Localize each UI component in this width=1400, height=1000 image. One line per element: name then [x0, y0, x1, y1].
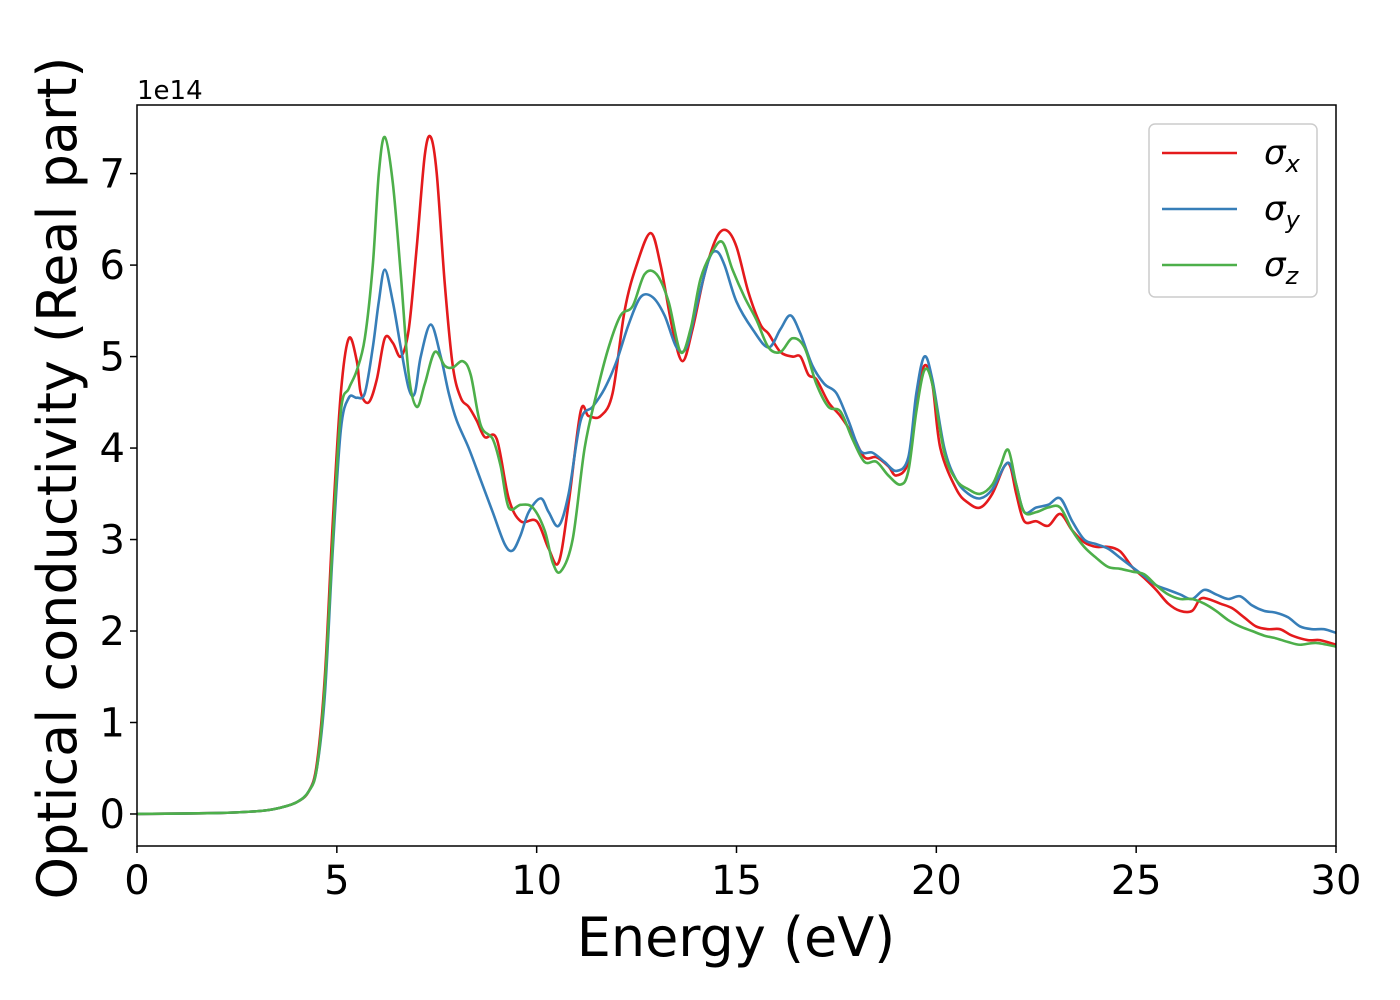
- legend-subscript: z: [1285, 262, 1300, 290]
- y-axis-label: Optical conductivity (Real part): [26, 57, 89, 900]
- x-tick-label: 20: [911, 858, 962, 904]
- y-tick-label: 1: [100, 701, 125, 747]
- legend-frame: [1148, 123, 1318, 298]
- x-tick-label: 15: [711, 858, 762, 904]
- y-tick-label: 0: [100, 792, 125, 838]
- series-layer: [137, 134, 1336, 816]
- y-tick-label: 2: [100, 609, 125, 655]
- x-tick-label: 25: [1111, 858, 1162, 904]
- series-line-z: [137, 135, 1336, 816]
- series-line-y: [137, 249, 1336, 816]
- series-line-x: [137, 134, 1336, 816]
- y-axis: 0 1 2 3 4 5 6 7: [100, 152, 137, 838]
- y-tick-label: 4: [100, 426, 125, 472]
- y-axis-offset-label: 1e14: [137, 76, 203, 106]
- x-tick-label: 5: [324, 858, 349, 904]
- x-axis-label: Energy (eV): [577, 906, 896, 969]
- x-tick-label: 10: [511, 858, 562, 904]
- x-axis: 0 5 10 15 20 25 30: [124, 846, 1361, 904]
- x-tick-label: 30: [1311, 858, 1362, 904]
- y-tick-label: 6: [100, 243, 125, 289]
- y-tick-label: 7: [100, 152, 125, 198]
- legend-subscript: y: [1285, 206, 1301, 234]
- y-tick-label: 5: [100, 335, 125, 381]
- y-tick-label: 3: [100, 518, 125, 564]
- x-tick-label: 0: [124, 858, 149, 904]
- legend-subscript: x: [1285, 150, 1301, 178]
